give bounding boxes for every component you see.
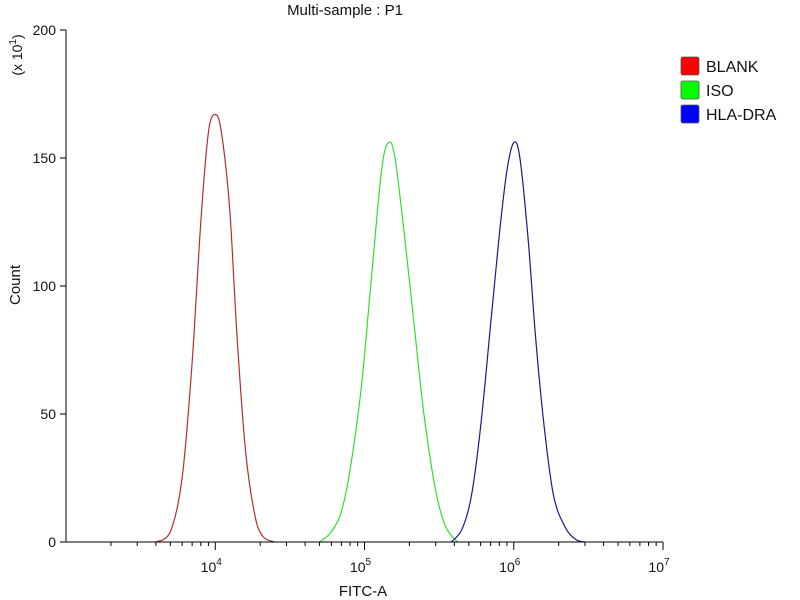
legend-label: BLANK [706,59,759,76]
x-tick-exp: 7 [664,557,670,568]
x-tick-exp: 4 [216,557,222,568]
series-line-blank [155,113,275,543]
x-tick-label: 105 [350,557,372,575]
legend-swatch [680,80,700,100]
legend-label: HLA-DRA [706,107,777,124]
y-tick-label: 150 [33,150,57,166]
y-multiplier-exp: 1 [8,39,19,45]
legend-label: ISO [706,83,734,100]
series-line-hla-dra [450,141,586,543]
y-tick-label: 0 [48,534,56,550]
x-tick-label: 107 [648,557,670,575]
series-line-iso [319,141,458,543]
chart-title: Multi-sample : P1 [287,2,403,19]
legend: BLANK ISO HLA-DRA [680,56,777,124]
x-tick-exp: 5 [366,557,372,568]
legend-swatch [680,104,700,124]
x-tick-label: 104 [201,557,223,575]
x-tick-base: 10 [648,559,664,575]
y-multiplier-prefix: (x 10 [9,44,25,75]
y-multiplier-suffix: ) [9,34,25,39]
legend-swatch [680,56,700,76]
series-layer [155,113,586,543]
x-tick-label: 106 [499,557,521,575]
y-tick-label: 50 [40,406,56,422]
x-tick-exp: 6 [515,557,521,568]
x-axis-title: FITC-A [339,583,387,600]
y-tick-label: 100 [33,278,57,294]
y-axis-title: Count [7,264,24,305]
x-tick-base: 10 [499,559,515,575]
x-tick-base: 10 [201,559,217,575]
x-tick-base: 10 [350,559,366,575]
y-tick-label: 200 [33,22,57,38]
y-multiplier-label: (x 101) [8,34,25,75]
